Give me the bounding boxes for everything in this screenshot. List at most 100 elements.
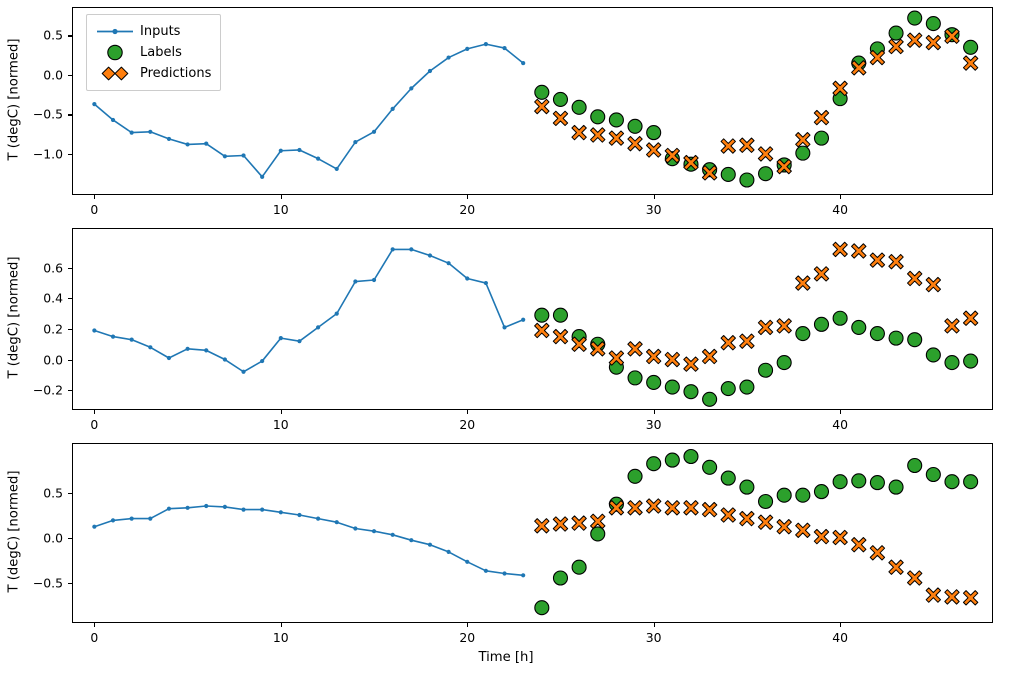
label-marker (907, 332, 923, 348)
axes-frame-3 (72, 443, 993, 623)
plot-area-1 (92, 10, 979, 188)
prediction-marker (571, 124, 587, 141)
inputs-point (241, 153, 246, 158)
inputs-point (166, 355, 172, 361)
inputs-point (129, 130, 134, 135)
prediction-marker (720, 507, 736, 523)
label-marker (776, 487, 792, 503)
label-marker (813, 484, 830, 500)
inputs-point (110, 518, 116, 523)
prediction-marker (962, 55, 979, 71)
label-marker (702, 391, 718, 407)
label-marker (757, 362, 774, 378)
prediction-marker (907, 270, 923, 287)
prediction-marker (757, 514, 774, 530)
label-marker (571, 99, 587, 115)
y-tick-mark (68, 582, 72, 584)
prediction-marker (851, 60, 867, 76)
prediction-marker (795, 275, 811, 291)
prediction-marker (664, 147, 681, 164)
inputs-point (502, 325, 507, 330)
y-tick-mark (68, 267, 72, 269)
x-tick-mark (840, 195, 842, 199)
inputs-point (316, 516, 321, 521)
inputs-point (148, 516, 153, 521)
inputs-point (483, 280, 488, 286)
label-marker (534, 600, 550, 616)
labels-circle-icon (94, 42, 136, 63)
inputs-point (297, 339, 302, 344)
prediction-marker (664, 500, 681, 516)
prediction-marker (590, 513, 606, 529)
label-marker (851, 473, 867, 489)
label-marker (702, 459, 718, 475)
inputs-point (297, 147, 302, 153)
legend-label-labels: Labels (140, 45, 182, 60)
label-marker (739, 479, 755, 495)
plot-area-3 (92, 448, 979, 616)
prediction-marker (832, 80, 848, 97)
inputs-point (110, 334, 116, 339)
prediction-marker (832, 241, 848, 258)
prediction-marker (832, 529, 848, 546)
label-marker (757, 493, 774, 510)
inputs-point (353, 526, 358, 531)
prediction-marker (590, 341, 606, 357)
chart-panel-1 (72, 7, 993, 195)
label-marker (832, 474, 848, 490)
inputs-point (185, 505, 190, 510)
x-tick-label: 10 (272, 417, 289, 432)
inputs-point (390, 106, 395, 111)
x-tick-mark (280, 410, 282, 414)
prediction-marker (645, 498, 662, 514)
legend-label-inputs: Inputs (140, 24, 181, 39)
inputs-line-icon (94, 21, 136, 42)
label-marker (795, 487, 811, 503)
x-tick-mark (280, 623, 282, 627)
inputs-point (427, 68, 433, 74)
inputs-point (390, 532, 395, 537)
x-tick-label: 0 (90, 202, 99, 217)
plot-area-2 (92, 241, 979, 407)
prediction-marker (907, 570, 923, 586)
label-marker (590, 109, 606, 125)
y-tick-label: −0.5 (32, 106, 63, 122)
prediction-marker (795, 132, 811, 148)
inputs-point (371, 129, 377, 134)
inputs-point (427, 253, 433, 258)
prediction-marker (552, 328, 569, 345)
prediction-marker (869, 545, 886, 561)
chart-legend: Inputs Labels Predictions (86, 14, 222, 91)
legend-item-predictions: Predictions (94, 63, 211, 84)
inputs-point (409, 538, 414, 543)
prediction-marker (683, 500, 699, 516)
label-marker (963, 353, 979, 369)
prediction-marker (869, 252, 886, 268)
inputs-point (502, 571, 507, 576)
prediction-marker (813, 109, 830, 126)
inputs-point (222, 154, 227, 159)
y-tick-label: 0.0 (43, 530, 63, 545)
inputs-point (316, 325, 321, 330)
prediction-marker (944, 589, 960, 605)
x-tick-label: 10 (272, 630, 289, 645)
inputs-point (465, 559, 470, 564)
x-tick-label: 40 (832, 630, 848, 645)
prediction-marker (739, 137, 755, 153)
inputs-point (521, 317, 526, 322)
x-tick-mark (653, 623, 655, 627)
prediction-marker (645, 348, 662, 365)
y-tick-label: 0.4 (43, 290, 63, 306)
label-marker (813, 316, 830, 332)
x-tick-label: 30 (645, 202, 662, 217)
label-marker (683, 384, 699, 400)
x-tick-mark (840, 623, 842, 627)
inputs-point (446, 549, 451, 554)
x-tick-mark (653, 410, 655, 414)
label-marker (888, 25, 904, 41)
prediction-marker (888, 38, 904, 55)
label-marker (552, 91, 569, 107)
inputs-point (92, 524, 97, 529)
legend-item-labels: Labels (94, 42, 211, 63)
inputs-point (409, 86, 414, 91)
